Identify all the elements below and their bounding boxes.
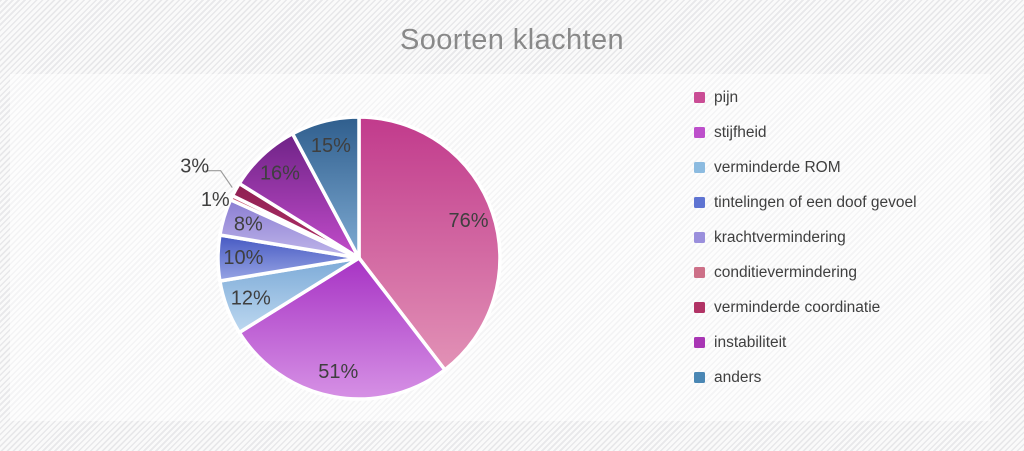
legend-item-verminderde-coordinatie: verminderde coordinatie xyxy=(694,290,917,325)
legend-swatch-verminderde-rom xyxy=(694,162,705,173)
legend-swatch-stijfheid xyxy=(694,127,705,138)
pie-slice-pijn xyxy=(357,115,502,372)
pie-slice-stijfheid xyxy=(237,256,447,401)
slice-label-conditievermindering: 1% xyxy=(201,189,230,211)
legend-swatch-anders xyxy=(694,372,705,383)
slice-label-pijn: 76% xyxy=(448,210,488,232)
slice-label-krachtvermindering: 8% xyxy=(234,213,263,235)
legend-label: verminderde coordinatie xyxy=(714,298,881,316)
legend-label: pijn xyxy=(714,88,739,106)
slice-label-verminderde-rom: 12% xyxy=(231,288,271,310)
legend-swatch-conditievermindering xyxy=(694,267,705,278)
legend-item-anders: anders xyxy=(694,360,917,395)
legend-item-conditievermindering: conditievermindering xyxy=(694,255,917,290)
legend-label: tintelingen of een doof gevoel xyxy=(714,193,917,211)
legend-label: instabiliteit xyxy=(714,333,787,351)
leader-line-verminderde-coordinatie xyxy=(205,170,233,188)
legend-item-krachtvermindering: krachtvermindering xyxy=(694,220,917,255)
legend-label: krachtvermindering xyxy=(714,228,846,246)
legend-item-stijfheid: stijfheid xyxy=(694,115,917,150)
legend-label: conditievermindering xyxy=(714,263,858,281)
legend-item-verminderde-rom: verminderde ROM xyxy=(694,150,917,185)
legend: pijn stijfheid verminderde ROM tintelingen … xyxy=(694,80,917,395)
slice-label-instabiliteit: 16% xyxy=(260,163,300,185)
legend-swatch-verminderde-coordinatie xyxy=(694,302,705,313)
legend-swatch-krachtvermindering xyxy=(694,232,705,243)
legend-label: verminderde ROM xyxy=(714,158,841,176)
legend-label: anders xyxy=(714,368,762,386)
slice-label-anders: 15% xyxy=(311,135,351,157)
slice-label-stijfheid: 51% xyxy=(318,361,358,383)
legend-swatch-pijn xyxy=(694,92,705,103)
legend-item-instabiliteit: instabiliteit xyxy=(694,325,917,360)
slice-label-verminderde-coordinatie: 3% xyxy=(180,156,209,178)
legend-swatch-instabiliteit xyxy=(694,337,705,348)
pie-slice-anders xyxy=(290,115,361,260)
slice-label-tintelingen-of-een-doof-gevoel: 10% xyxy=(223,247,263,269)
legend-item-pijn: pijn xyxy=(694,80,917,115)
legend-label: stijfheid xyxy=(714,123,767,141)
chart-title: Soorten klachten xyxy=(399,24,625,56)
legend-item-tintelingen-of-een-doof-gevoel: tintelingen of een doof gevoel xyxy=(694,185,917,220)
legend-swatch-tintelingen-of-een-doof-gevoel xyxy=(694,197,705,208)
